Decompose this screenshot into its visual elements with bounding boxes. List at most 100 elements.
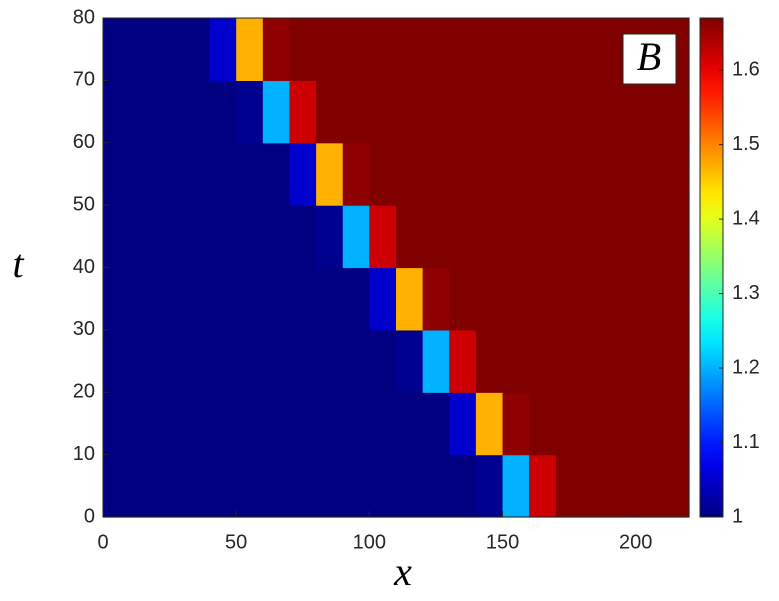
heat-cell bbox=[289, 454, 317, 518]
heat-cell bbox=[342, 80, 370, 144]
heat-cell bbox=[316, 18, 344, 81]
heat-cell bbox=[236, 80, 264, 144]
colorbar-tick-label: 1 bbox=[732, 505, 743, 527]
heat-cell bbox=[422, 142, 450, 206]
colorbar-tick-label: 1.4 bbox=[732, 207, 760, 229]
heat-cell bbox=[529, 80, 557, 144]
heat-cell bbox=[475, 142, 504, 206]
heat-cell bbox=[182, 329, 211, 393]
heat-cell bbox=[289, 267, 317, 331]
heat-cell bbox=[502, 329, 530, 393]
heat-cell bbox=[209, 80, 237, 144]
y-tick-label: 30 bbox=[73, 318, 95, 340]
heat-cell bbox=[555, 267, 584, 331]
heat-cell bbox=[369, 80, 397, 144]
colorbar-tick-label: 1.3 bbox=[732, 282, 760, 304]
heat-cell bbox=[129, 329, 157, 393]
heat-cell bbox=[182, 267, 211, 331]
heat-cell bbox=[182, 392, 211, 456]
heat-cell bbox=[342, 205, 370, 269]
heat-cell bbox=[156, 18, 184, 81]
heat-cell bbox=[582, 267, 610, 331]
colorbar bbox=[699, 17, 724, 518]
heat-cell bbox=[396, 18, 424, 81]
x-axis-label: x bbox=[393, 549, 412, 594]
heat-cell bbox=[209, 18, 237, 81]
heat-cell bbox=[316, 80, 344, 144]
y-axis-label: t bbox=[12, 241, 24, 286]
x-tick-label: 100 bbox=[353, 531, 386, 553]
heat-cell bbox=[422, 18, 450, 81]
y-tick-label: 60 bbox=[73, 131, 95, 153]
x-tick-label: 150 bbox=[486, 531, 519, 553]
heat-cell bbox=[396, 267, 424, 331]
heat-cell bbox=[156, 205, 184, 269]
y-tick-label: 0 bbox=[84, 505, 95, 527]
heat-cell bbox=[156, 454, 184, 518]
heat-cell bbox=[289, 142, 317, 206]
heat-cell bbox=[449, 18, 477, 81]
heat-cell bbox=[555, 392, 584, 456]
heat-cell bbox=[342, 142, 370, 206]
heat-cell bbox=[502, 142, 530, 206]
heat-cell bbox=[369, 392, 397, 456]
heat-cell bbox=[156, 80, 184, 144]
heat-cell bbox=[156, 142, 184, 206]
heat-cell bbox=[209, 329, 237, 393]
heat-cell bbox=[316, 267, 344, 331]
y-tick-label: 80 bbox=[73, 6, 95, 28]
heat-cell bbox=[103, 18, 131, 81]
heat-cell bbox=[502, 454, 530, 518]
y-tick-label: 20 bbox=[73, 381, 95, 403]
heat-cell bbox=[129, 142, 157, 206]
heat-cell bbox=[475, 18, 504, 81]
heat-cell bbox=[129, 392, 157, 456]
heat-cell bbox=[529, 205, 557, 269]
heat-cell bbox=[422, 392, 450, 456]
heat-cell bbox=[103, 329, 131, 393]
heat-cell bbox=[475, 80, 504, 144]
heat-cell bbox=[289, 80, 317, 144]
heat-cell bbox=[156, 329, 184, 393]
heat-cell bbox=[475, 392, 504, 456]
heat-cell bbox=[529, 267, 557, 331]
heat-cell bbox=[529, 329, 557, 393]
heat-cell bbox=[582, 454, 610, 518]
x-tick-label: 200 bbox=[619, 531, 652, 553]
heat-cell bbox=[262, 392, 291, 456]
heat-cell bbox=[129, 267, 157, 331]
heat-cell bbox=[342, 329, 370, 393]
heat-cell bbox=[502, 18, 530, 81]
heat-cell bbox=[555, 80, 584, 144]
heat-cell bbox=[582, 392, 610, 456]
heat-cell bbox=[316, 454, 344, 518]
heat-cell bbox=[129, 80, 157, 144]
heat-cell bbox=[529, 18, 557, 81]
heat-cell bbox=[316, 392, 344, 456]
heat-cell bbox=[609, 142, 637, 206]
heat-cell bbox=[662, 329, 690, 393]
heat-cell bbox=[236, 205, 264, 269]
heat-cell bbox=[236, 454, 264, 518]
heat-cell bbox=[529, 454, 557, 518]
heat-cell bbox=[369, 267, 397, 331]
heat-cell bbox=[529, 392, 557, 456]
heat-cell bbox=[555, 205, 584, 269]
heat-cell bbox=[582, 80, 610, 144]
heat-cell bbox=[289, 205, 317, 269]
heat-cell bbox=[609, 329, 637, 393]
heat-cell bbox=[555, 142, 584, 206]
heat-cell bbox=[662, 205, 690, 269]
heat-cell bbox=[502, 267, 530, 331]
colorbar-tick-label: 1.5 bbox=[732, 133, 760, 155]
heat-cell bbox=[236, 18, 264, 81]
colorbar-tick-label: 1.6 bbox=[732, 58, 760, 80]
heat-cell bbox=[342, 267, 370, 331]
heat-cell bbox=[422, 80, 450, 144]
heat-cell bbox=[182, 454, 211, 518]
heat-cell bbox=[156, 267, 184, 331]
heat-cell bbox=[555, 454, 584, 518]
heat-cell bbox=[555, 18, 584, 81]
heat-cell bbox=[662, 267, 690, 331]
